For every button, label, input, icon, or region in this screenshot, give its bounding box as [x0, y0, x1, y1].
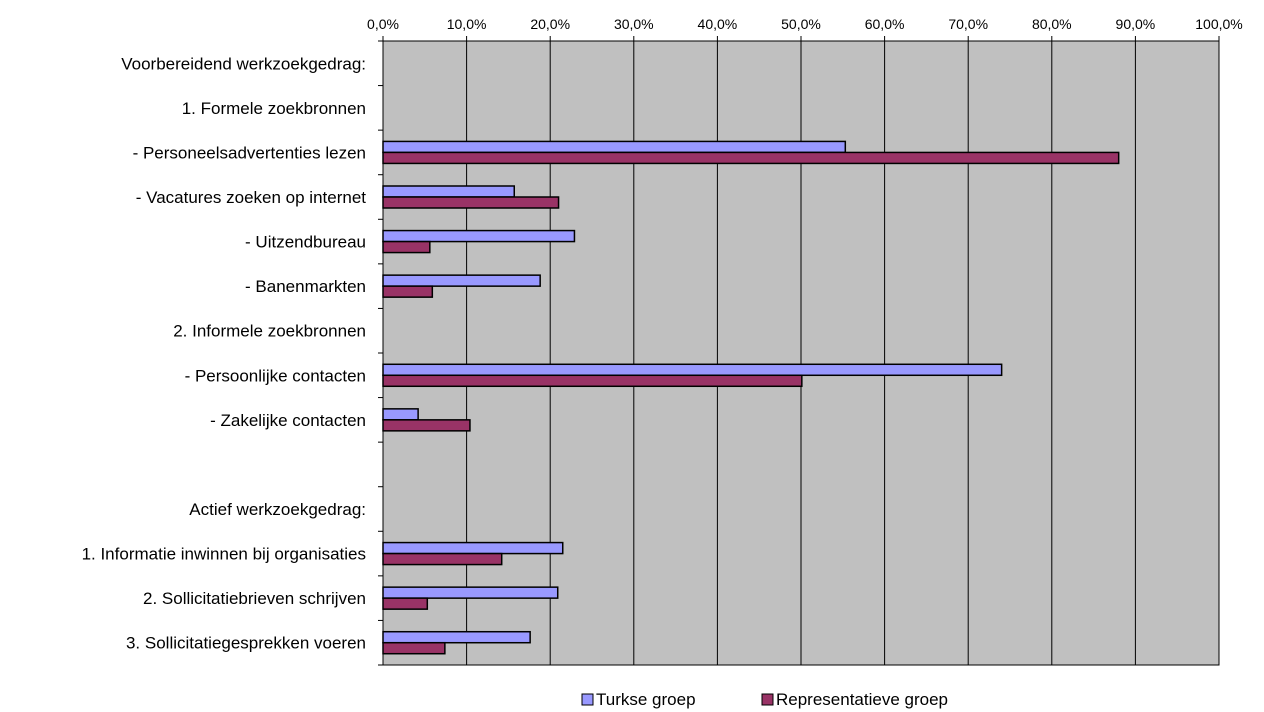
- x-tick-label: 0,0%: [367, 16, 399, 32]
- x-tick-label: 50,0%: [781, 16, 821, 32]
- x-tick-label: 60,0%: [865, 16, 905, 32]
- x-tick-label: 20,0%: [530, 16, 570, 32]
- x-tick-label: 70,0%: [948, 16, 988, 32]
- bar-turkse-groep: [382, 140, 847, 154]
- category-label: - Uitzendbureau: [245, 233, 366, 252]
- bar-representatieve-groep: [382, 285, 434, 298]
- bar-turkse-groep: [382, 229, 576, 243]
- x-tick-label: 40,0%: [698, 16, 738, 32]
- category-label: 3. Sollicitatiegesprekken voeren: [126, 634, 366, 653]
- category-label: - Banenmarkten: [245, 277, 366, 296]
- legend-swatch-representatieve-groep: [761, 693, 774, 706]
- bar-representatieve-groep: [382, 419, 471, 432]
- bar-representatieve-groep: [382, 641, 446, 655]
- category-label: - Zakelijke contacten: [210, 411, 366, 430]
- x-tick-label: 10,0%: [447, 16, 487, 32]
- bar-turkse-groep: [382, 274, 541, 287]
- bar-representatieve-groep: [382, 552, 503, 566]
- bar-representatieve-groep: [382, 597, 429, 610]
- bar-turkse-groep: [382, 363, 1003, 377]
- category-label: 1. Formele zoekbronnen: [182, 99, 366, 118]
- bar-turkse-groep: [382, 586, 559, 599]
- legend-swatch-turkse-groep: [581, 693, 594, 706]
- legend: Turkse groep Representatieve groep: [581, 690, 948, 709]
- y-axis-labels: Voorbereidend werkzoekgedrag: 1. Formele …: [82, 54, 367, 652]
- x-axis-ticks: 0,0% 10,0% 20,0% 30,0% 40,0% 50,0% 60,0% 70,0% 8…: [367, 16, 1243, 41]
- bar-representatieve-groep: [382, 196, 560, 209]
- category-label: - Persoonlijke contacten: [185, 366, 366, 385]
- x-tick-label: 80,0%: [1032, 16, 1072, 32]
- legend-label-turkse-groep: Turkse groep: [596, 690, 696, 709]
- x-tick-label: 30,0%: [614, 16, 654, 32]
- bar-representatieve-groep: [382, 240, 431, 254]
- bar-turkse-groep: [382, 185, 516, 198]
- category-label: 2. Sollicitatiebrieven schrijven: [143, 589, 366, 608]
- x-tick-label: 100,0%: [1195, 16, 1242, 32]
- bar-representatieve-groep: [382, 374, 803, 388]
- bar-representatieve-groep: [382, 151, 1120, 165]
- category-label: 2. Informele zoekbronnen: [173, 322, 366, 341]
- bar-turkse-groep: [382, 408, 419, 421]
- bar-turkse-groep: [382, 541, 564, 555]
- x-tick-label: 90,0%: [1116, 16, 1156, 32]
- category-label: Voorbereidend werkzoekgedrag:: [121, 54, 366, 73]
- category-label: - Vacatures zoeken op internet: [136, 188, 367, 207]
- category-label: - Personeelsadvertenties lezen: [133, 143, 366, 162]
- category-label: 1. Informatie inwinnen bij organisaties: [82, 545, 366, 564]
- bar-turkse-groep: [382, 630, 531, 644]
- category-label: Actief werkzoekgedrag:: [189, 500, 366, 519]
- bars: [382, 140, 1120, 655]
- legend-label-representatieve-groep: Representatieve groep: [776, 690, 948, 709]
- y-axis-ticks: [378, 40, 383, 666]
